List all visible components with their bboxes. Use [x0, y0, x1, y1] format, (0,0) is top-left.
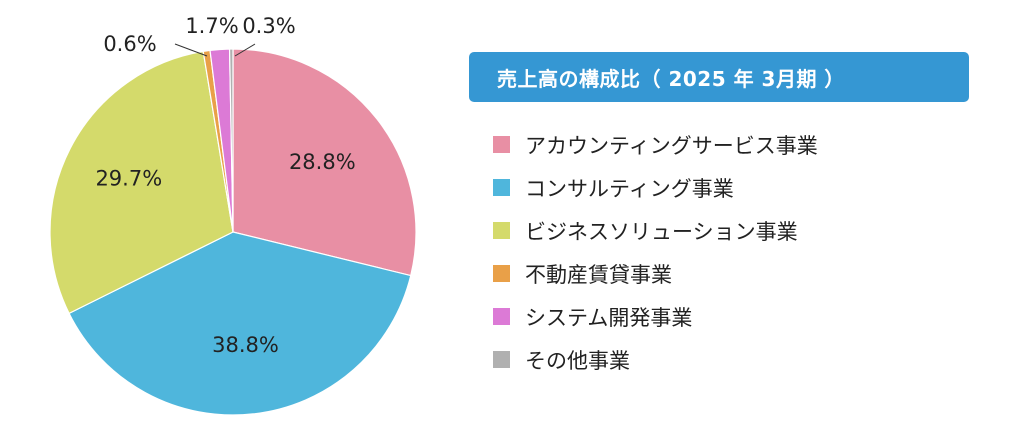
legend-swatch [493, 179, 510, 196]
leader-line [234, 43, 256, 57]
pie-slice [228, 48, 234, 233]
legend-label: ビジネスソリューション事業 [525, 219, 798, 244]
pie-slice [232, 48, 417, 277]
chart-title: 売上高の構成比（ 2025 年 3月期 ） [469, 52, 969, 102]
legend: アカウンティングサービス事業 コンサルティング事業 ビジネスソリューション事業 … [493, 123, 818, 381]
legend-item-other: その他事業 [493, 338, 818, 381]
slice-label: 29.7% [95, 167, 162, 191]
legend-item-business-solution: ビジネスソリューション事業 [493, 209, 818, 252]
legend-swatch [493, 265, 510, 282]
slice-label: 38.8% [212, 333, 279, 357]
legend-label: コンサルティング事業 [525, 176, 734, 201]
legend-label: 不動産賃貸事業 [525, 262, 672, 287]
legend-item-real-estate: 不動産賃貸事業 [493, 252, 818, 295]
legend-label: システム開発事業 [525, 305, 693, 330]
legend-label: アカウンティングサービス事業 [525, 133, 818, 158]
legend-swatch [493, 308, 510, 325]
pie-chart: 28.8% 38.8% 29.7% 0.6% 1.7% 0.3% [49, 14, 417, 416]
leader-line [174, 43, 208, 57]
legend-swatch [493, 351, 510, 368]
slice-label: 0.3% [242, 14, 295, 38]
legend-item-consulting: コンサルティング事業 [493, 166, 818, 209]
legend-swatch [493, 222, 510, 239]
slice-labels: 28.8% 38.8% 29.7% 0.6% 1.7% 0.3% [95, 14, 355, 357]
legend-item-system-dev: システム開発事業 [493, 295, 818, 338]
pie-slice [68, 231, 412, 416]
legend-swatch [493, 136, 510, 153]
leader-lines [174, 43, 256, 57]
slice-label: 28.8% [289, 150, 356, 174]
legend-label: その他事業 [525, 348, 630, 373]
legend-item-accounting: アカウンティングサービス事業 [493, 123, 818, 166]
slice-label: 1.7% [185, 14, 238, 38]
pie-slices [49, 48, 417, 416]
pie-slice [49, 50, 234, 315]
slice-label: 0.6% [103, 32, 156, 56]
